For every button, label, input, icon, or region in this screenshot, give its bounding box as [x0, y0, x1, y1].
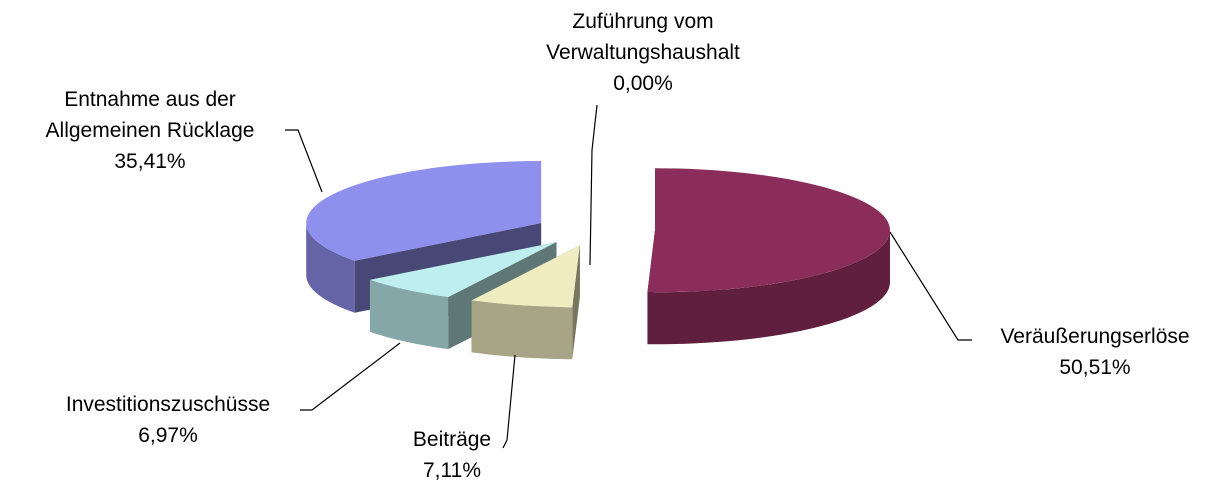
slice-side [647, 230, 890, 345]
slice [647, 168, 890, 293]
slice [471, 245, 580, 308]
category-label: Veräußerungserlöse [1000, 325, 1190, 348]
leader-line [300, 342, 401, 411]
category-label: Investitionszuschüsse [65, 393, 271, 416]
slice-label: Beiträge 7,11% [392, 424, 512, 485]
value-label: 6,97% [138, 424, 198, 447]
slice-side [306, 222, 355, 313]
slice-label: Entnahme aus der Allgemeinen Rücklage 35,… [15, 84, 285, 177]
leader-line [589, 104, 598, 266]
slice-label: Investitionszuschüsse 6,97% [23, 389, 313, 451]
slices [306, 160, 890, 360]
slice [306, 160, 542, 261]
slice-side [369, 279, 449, 350]
value-label: 7,11% [423, 459, 481, 482]
category-label: Entnahme aus der Allgemeinen Rücklage [45, 88, 255, 142]
slice-side [471, 300, 573, 360]
value-label: 35,41% [114, 150, 186, 173]
leader-line [889, 231, 972, 341]
category-label: Zuführung vom Verwaltungshaushalt [546, 10, 740, 64]
value-label: 0,00% [613, 72, 673, 95]
slice [369, 242, 557, 298]
slice-label: Veräußerungserlöse 50,51% [965, 321, 1223, 383]
leader-line [285, 129, 323, 193]
category-label: Beiträge [412, 428, 492, 451]
leader-line [502, 354, 516, 449]
value-label: 50,51% [1059, 356, 1131, 379]
slice-label: Zuführung vom Verwaltungshaushalt 0,00% [518, 6, 768, 99]
